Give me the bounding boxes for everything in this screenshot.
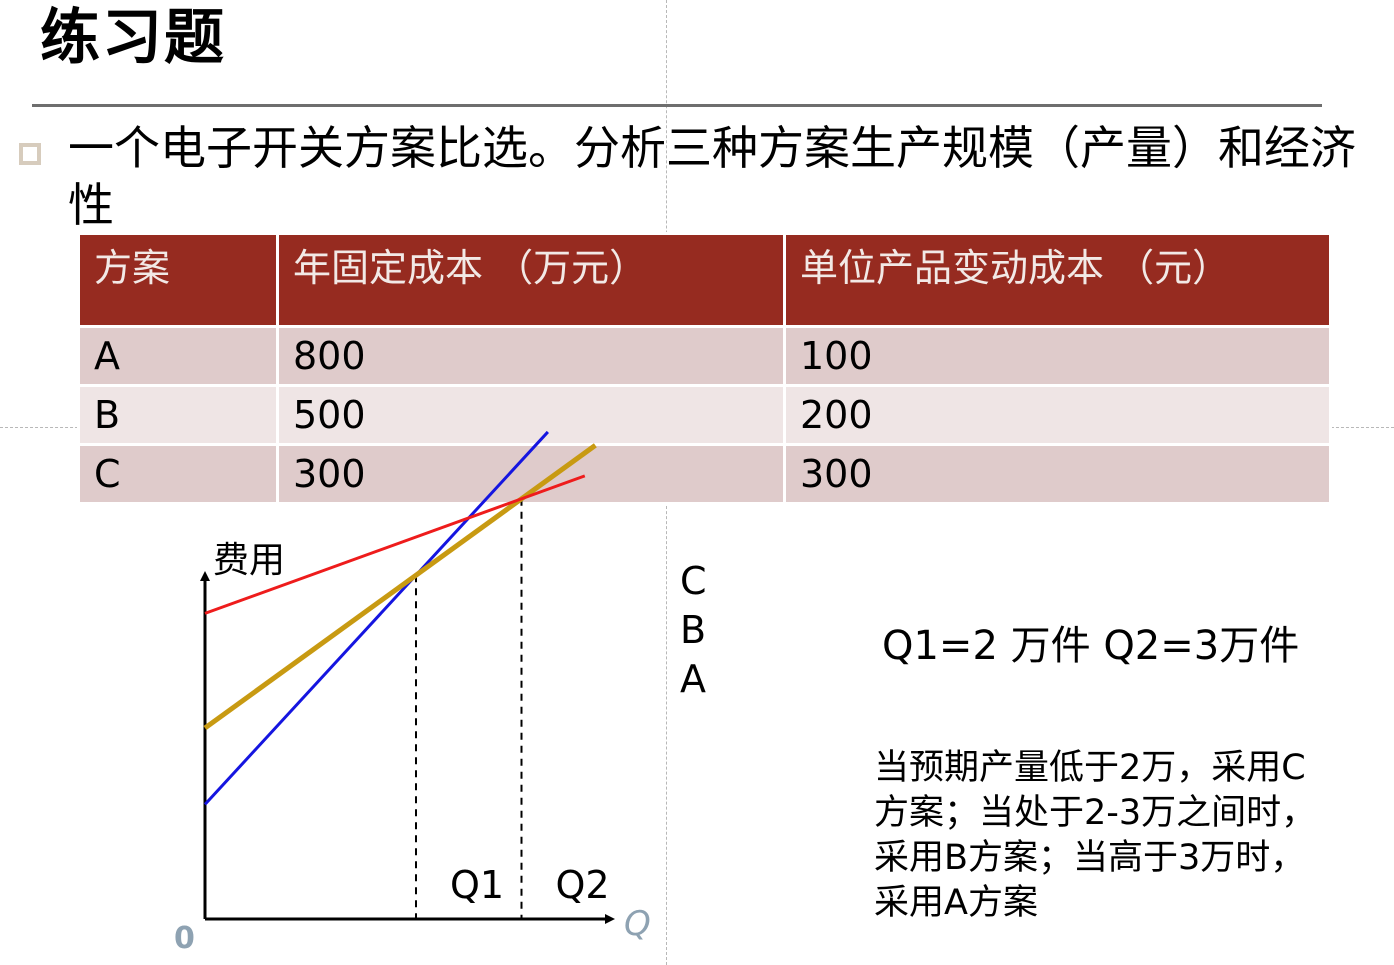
cell-fixed-cost: 300 <box>276 443 786 505</box>
cell-fixed-cost: 500 <box>276 384 786 446</box>
cell-plan: B <box>77 384 279 446</box>
series-label-b: B <box>680 608 706 652</box>
slide-title: 练习题 <box>40 3 226 73</box>
table-row: B 500 200 <box>77 384 1332 446</box>
cell-variable-cost: 200 <box>783 384 1332 446</box>
cell-variable-cost: 300 <box>783 443 1332 505</box>
breakpoint-result: Q1=2 万件 Q2=3万件 <box>882 623 1300 669</box>
cell-variable-cost: 100 <box>783 325 1332 387</box>
breakpoint-label: Q1 <box>450 863 504 907</box>
origin-label: 0 <box>174 921 195 956</box>
y-axis-label: 费用 <box>213 540 285 581</box>
series-label-a: A <box>680 657 706 701</box>
table-row: C 300 300 <box>77 443 1332 505</box>
cell-plan: C <box>77 443 279 505</box>
header-plan: 方案 <box>77 232 279 328</box>
series-label-c: C <box>680 559 707 603</box>
x-axis-label: Q <box>624 904 651 944</box>
plans-table: 方案 年固定成本 （万元） 单位产品变动成本 （元） A 800 100 B 5… <box>77 232 1332 505</box>
breakpoint-label: Q2 <box>556 863 610 907</box>
table-header-row: 方案 年固定成本 （万元） 单位产品变动成本 （元） <box>77 232 1332 328</box>
cell-plan: A <box>77 325 279 387</box>
conclusion-text: 当预期产量低于2万，采用C方案；当处于2-3万之间时，采用B方案；当高于3万时，… <box>874 748 1317 923</box>
bullet-text: 一个电子开关方案比选。分析三种方案生产规模（产量）和经济性 <box>68 121 1356 232</box>
title-divider <box>32 104 1322 107</box>
header-fixed-cost: 年固定成本 （万元） <box>276 232 786 328</box>
square-bullet-icon <box>19 143 41 165</box>
header-variable-cost: 单位产品变动成本 （元） <box>783 232 1332 328</box>
table-row: A 800 100 <box>77 325 1332 387</box>
cell-fixed-cost: 800 <box>276 325 786 387</box>
